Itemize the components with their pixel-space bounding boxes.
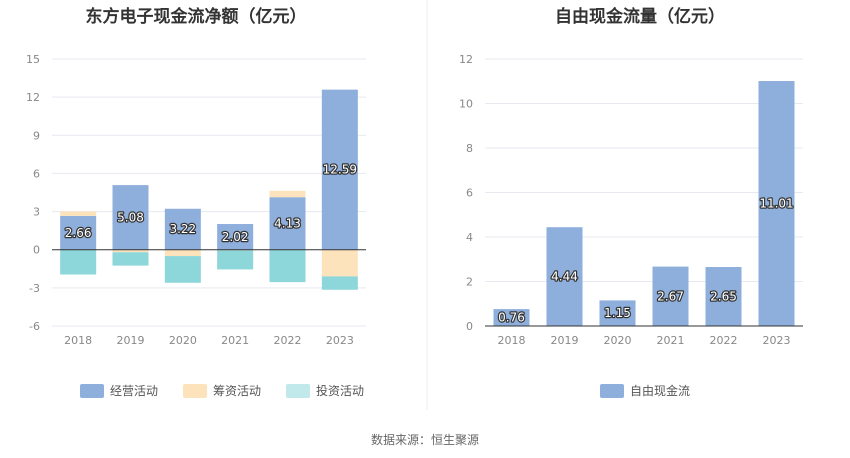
y-tick-label: 0: [466, 320, 473, 333]
bar: [112, 185, 149, 250]
data-label: 2.66: [65, 226, 92, 240]
cashflow-chart: 东方电子现金流净额（亿元） 15 12 9 6 3 0 -3 -6 2018 2019 2020 202…: [26, 6, 366, 398]
bar: [321, 276, 358, 290]
legend-swatch[interactable]: [183, 384, 208, 398]
y-tick-label: 8: [466, 142, 473, 155]
bar: [269, 249, 306, 283]
legend-label[interactable]: 筹资活动: [213, 384, 261, 398]
x-tick-label: 2021: [221, 334, 249, 347]
x-tick-label: 2019: [117, 334, 145, 347]
bar: [60, 215, 97, 250]
bar: [164, 256, 201, 283]
x-tick-label: 2018: [64, 334, 92, 347]
legend-label[interactable]: 自由现金流: [630, 383, 690, 398]
legend-swatch[interactable]: [80, 384, 104, 398]
bar: [599, 300, 636, 326]
bar: [493, 309, 530, 326]
y-tick-label: 6: [466, 187, 473, 200]
free-cashflow-chart: 自由现金流量（亿元） 12 10 8 6 4 2 0 2018 2019 2020 2021 2022 2…: [459, 6, 803, 398]
bar: [217, 250, 254, 270]
bar: [705, 267, 742, 326]
chart-title: 东方电子现金流净额（亿元）: [86, 6, 307, 27]
x-tick-label: 2023: [763, 334, 791, 347]
data-label: 3.22: [169, 222, 196, 236]
bar: [652, 266, 689, 326]
data-label: 12.59: [323, 163, 357, 177]
bar: [321, 249, 358, 277]
data-label: 2.02: [222, 230, 249, 244]
chart-title: 自由现金流量（亿元）: [555, 6, 725, 27]
y-tick-label: 9: [33, 129, 40, 142]
x-tick-label: 2020: [169, 334, 197, 347]
bar: [60, 211, 97, 216]
y-tick-label: -6: [29, 320, 40, 333]
y-tick-label: 12: [26, 91, 40, 104]
x-tick-label: 2019: [551, 334, 579, 347]
bar: [60, 249, 97, 275]
y-tick-label: 10: [459, 98, 473, 111]
x-tick-label: 2021: [657, 334, 685, 347]
legend-swatch[interactable]: [600, 384, 624, 398]
y-tick-label: 2: [466, 276, 473, 289]
legend-label[interactable]: 投资活动: [316, 383, 364, 398]
data-label: 5.08: [117, 210, 144, 224]
y-tick-label: 15: [26, 53, 40, 66]
x-tick-label: 2022: [274, 334, 302, 347]
bar: [546, 227, 583, 326]
bar: [217, 224, 254, 250]
bar: [112, 252, 149, 266]
source-note: 数据来源：恒生聚源: [371, 432, 479, 447]
bar: [321, 89, 358, 250]
y-tick-label: 0: [33, 244, 40, 257]
bar: [164, 208, 201, 250]
y-tick-label: 3: [33, 206, 40, 219]
bar: [164, 249, 201, 257]
x-tick-label: 2018: [498, 334, 526, 347]
data-label: 4.13: [274, 216, 301, 230]
bar: [758, 81, 795, 326]
legend-swatch[interactable]: [286, 384, 311, 398]
legend-label[interactable]: 经营活动: [110, 384, 158, 398]
data-label: 2.65: [710, 290, 737, 304]
data-label: 4.44: [551, 270, 578, 284]
y-tick-label: 6: [33, 167, 40, 180]
x-tick-label: 2020: [604, 334, 632, 347]
bar: [269, 190, 306, 198]
x-tick-label: 2023: [326, 334, 354, 347]
data-label: 11.01: [759, 197, 793, 211]
data-label: 1.15: [604, 306, 631, 320]
y-tick-label: -3: [29, 282, 40, 295]
x-tick-label: 2022: [710, 334, 738, 347]
bar: [112, 249, 149, 253]
data-label: 0.76: [498, 311, 525, 325]
y-tick-label: 4: [466, 231, 473, 244]
y-tick-label: 12: [459, 53, 473, 66]
data-label: 2.67: [657, 289, 684, 303]
bar: [269, 197, 306, 250]
